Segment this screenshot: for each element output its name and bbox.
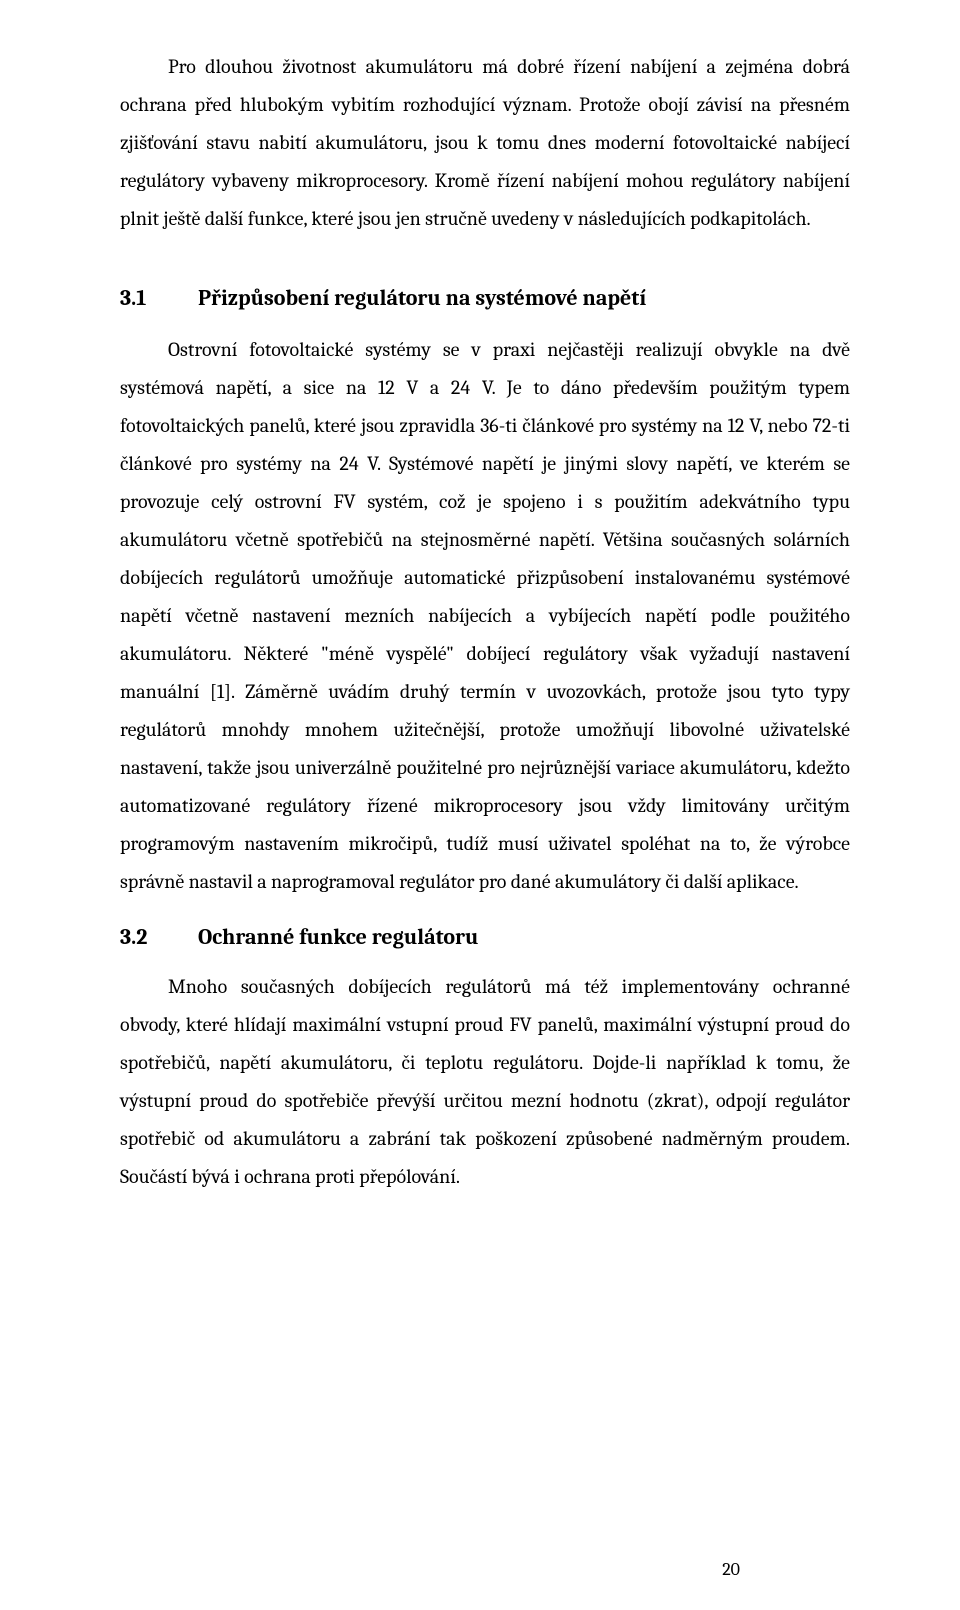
document-page: Pro dlouhou životnost akumulátoru má dob… [120,48,850,1610]
heading-3-2: 3.2 Ochranné funkce regulátoru [120,921,850,954]
heading-title: Přizpůsobení regulátoru na systémové nap… [198,282,646,315]
heading-3-1: 3.1 Přizpůsobení regulátoru na systémové… [120,282,850,315]
paragraph-3-2: Mnoho současných dobíjecích regulátorů m… [120,968,850,1196]
paragraph-intro: Pro dlouhou životnost akumulátoru má dob… [120,48,850,238]
page-number: 20 [722,1559,740,1580]
heading-title: Ochranné funkce regulátoru [198,921,478,954]
paragraph-3-1: Ostrovní fotovoltaické systémy se v prax… [120,331,850,901]
heading-number: 3.2 [120,921,198,954]
heading-number: 3.1 [120,282,198,315]
